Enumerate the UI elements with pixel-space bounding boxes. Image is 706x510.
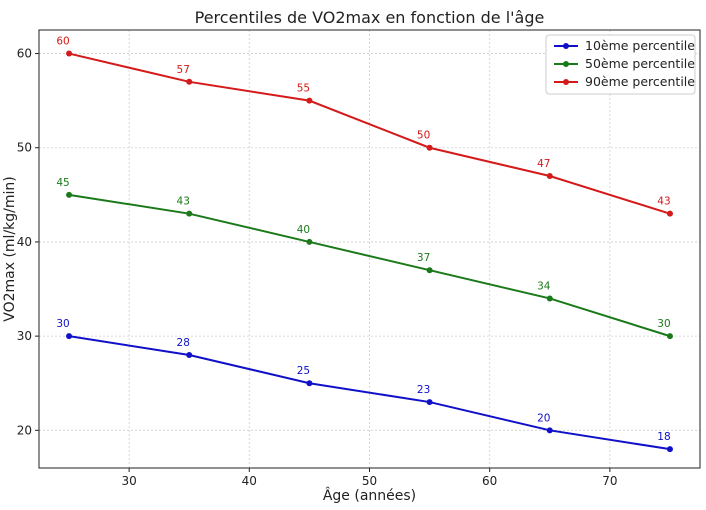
x-tick-label: 70 xyxy=(602,474,617,488)
data-label: 55 xyxy=(297,83,310,95)
grid xyxy=(39,30,700,468)
data-point xyxy=(426,267,433,274)
x-tick-label: 40 xyxy=(242,474,257,488)
legend-item: 90ème percentile xyxy=(554,74,695,89)
data-point xyxy=(306,238,313,245)
y-tick-label: 20 xyxy=(17,423,32,437)
data-point xyxy=(426,144,433,151)
y-tick-label: 40 xyxy=(17,235,32,249)
data-point xyxy=(306,97,313,104)
data-point xyxy=(546,173,553,179)
series-3: 60 57 55 50 47 43 xyxy=(56,36,673,217)
data-point xyxy=(186,351,193,358)
legend-label: 50ème percentile xyxy=(585,56,695,71)
legend-marker xyxy=(563,61,569,67)
legend-label: 90ème percentile xyxy=(585,74,695,89)
series-line xyxy=(68,52,671,215)
legend-box xyxy=(545,34,696,95)
series-2: 45 43 40 37 34 30 xyxy=(56,177,673,340)
legend-item: 50ème percentile xyxy=(554,56,695,71)
series-line xyxy=(68,193,671,338)
x-tick-label: 30 xyxy=(121,474,136,488)
data-label: 43 xyxy=(657,196,670,208)
legend-item: 10ème percentile xyxy=(554,38,695,53)
data-point xyxy=(186,210,193,217)
y-tick-label: 60 xyxy=(17,47,32,61)
data-point xyxy=(546,427,553,434)
data-label: 30 xyxy=(657,318,670,330)
data-point xyxy=(666,210,673,217)
legend-label: 10ème percentile xyxy=(585,38,695,53)
data-point xyxy=(306,380,313,387)
series-layer: 30 28 25 23 20 18 45 43 40 37 34 30 60 57 55 50 47 43 xyxy=(56,36,673,453)
x-tick-label: 50 xyxy=(362,474,377,488)
y-axis-title: VO2max (ml/kg/min) xyxy=(2,176,18,322)
data-label: 30 xyxy=(56,318,69,330)
data-label: 28 xyxy=(177,337,190,349)
data-point xyxy=(666,446,673,453)
series-line xyxy=(68,335,671,451)
data-label: 57 xyxy=(177,64,190,76)
data-label: 34 xyxy=(537,280,551,292)
y-tick-label: 30 xyxy=(17,329,32,343)
x-tick-label: 60 xyxy=(482,474,497,488)
data-label: 43 xyxy=(177,196,190,208)
legend-marker xyxy=(563,43,569,49)
data-label: 37 xyxy=(417,252,430,264)
data-point xyxy=(66,191,73,198)
chart-title: Percentiles de VO2max en fonction de l'â… xyxy=(195,8,545,27)
data-point xyxy=(546,295,553,302)
legend: 10ème percentile 50ème percentile 90ème pe… xyxy=(545,34,696,95)
x-axis-title: Âge (années) xyxy=(323,486,416,504)
data-label: 18 xyxy=(657,431,670,443)
y-tick-label: 50 xyxy=(17,141,32,155)
legend-marker xyxy=(563,79,569,85)
axis-ticks: 30 40 50 60 70 20 30 40 50 60 xyxy=(17,47,618,488)
series-1: 30 28 25 23 20 18 xyxy=(56,318,673,453)
data-label: 25 xyxy=(297,365,310,377)
data-point xyxy=(666,333,673,340)
data-point xyxy=(66,50,73,57)
data-label: 20 xyxy=(537,412,550,424)
data-point xyxy=(426,399,433,406)
data-label: 45 xyxy=(56,177,69,189)
data-label: 23 xyxy=(417,384,430,396)
data-label: 40 xyxy=(297,224,310,236)
data-point xyxy=(66,333,73,340)
data-label: 60 xyxy=(56,36,69,48)
data-point xyxy=(186,78,193,85)
data-label: 50 xyxy=(417,130,430,142)
data-label: 47 xyxy=(537,158,550,170)
